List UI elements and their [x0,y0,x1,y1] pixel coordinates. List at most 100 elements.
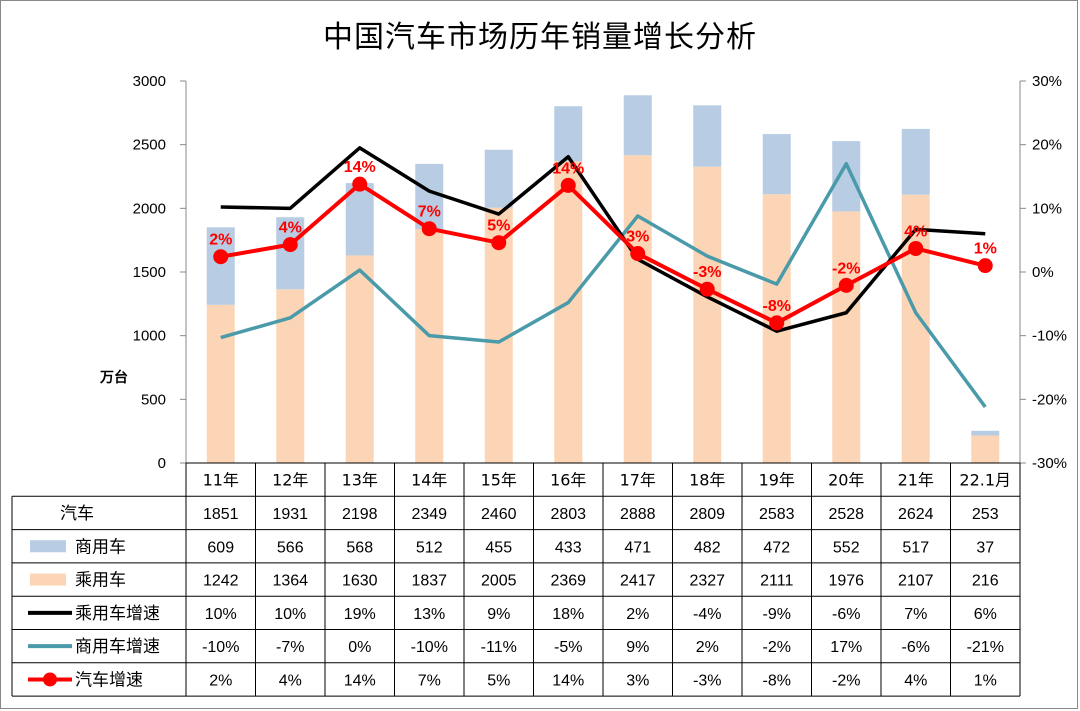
data-label-total-growth: 4% [279,220,302,237]
table-cell: 216 [972,573,999,590]
table-cell: -4% [693,606,721,623]
axes-layer: 0 500 1000 1500 2000 2500 3000 -30% -20% -10% 0% 10… [133,73,1067,472]
table-cell: -10% [411,639,448,656]
table-cell: 2369 [550,573,586,590]
table-cell: 2888 [620,506,656,523]
table-cell: 7% [904,606,927,623]
marker-total-growth [699,281,715,297]
data-label-total-growth: 4% [904,223,927,240]
marker-total-growth [491,235,507,251]
bar-commercial [415,163,444,230]
x-category-label: 17年 [620,471,656,490]
legend-key-total-growth-marker [43,672,57,687]
table-cell: 2528 [828,506,864,523]
bar-commercial [832,141,861,212]
x-category-label: 15年 [481,471,517,490]
bar-passenger [971,435,1000,463]
table-cell: 552 [833,539,860,556]
table-row-label: 汽车 [60,504,94,524]
y-tick-label: 1000 [133,328,166,345]
table-cell: 2% [696,639,719,656]
data-label-total-growth: 3% [626,229,649,246]
bar-commercial [484,149,513,208]
data-label-total-growth: -2% [832,260,860,277]
bar-commercial [623,95,652,156]
table-cell: 7% [418,672,441,689]
x-category-label: 13年 [342,471,378,490]
table-cell: 2624 [898,506,934,523]
data-label-total-growth: 2% [209,232,232,249]
y2-tick-label: 10% [1032,200,1062,217]
chart-title: 中国汽车市场历年销量增长分析 [323,20,757,55]
legend-key-commercial [30,540,66,553]
marker-total-growth [630,246,646,262]
table-cell: 2107 [898,573,934,590]
bar-passenger [623,155,652,463]
bar-passenger [206,304,235,463]
bar-passenger [693,166,722,464]
table-cell: -5% [554,639,582,656]
table-row-label: 汽车增速 [75,670,143,690]
table-cell: 2% [209,672,232,689]
y-tick-label: 1500 [133,264,166,281]
table-cell: 2111 [760,573,793,590]
y-axis-unit-label: 万台 [99,369,128,386]
table-cell: 10% [274,606,306,623]
table-cell: 517 [902,539,929,556]
bar-commercial [901,128,930,195]
table-cell: 18% [552,606,584,623]
table-cell: 471 [624,539,651,556]
bar-passenger [832,211,861,463]
table-cell: 472 [763,539,790,556]
data-label-total-growth: 5% [487,218,510,235]
marker-total-growth [977,258,993,274]
table-cell: 0% [348,639,371,656]
bar-passenger [415,229,444,463]
table-cell: -9% [763,606,791,623]
y2-tick-label: 30% [1032,73,1062,90]
marker-total-growth [352,176,368,192]
table-cell: 1931 [272,506,308,523]
table-cell: 482 [694,539,721,556]
x-category-label: 11年 [203,471,239,490]
marker-total-growth [908,240,924,256]
table-cell: 2583 [759,506,795,523]
table-cell: -6% [902,639,930,656]
table-cell: 3% [626,672,649,689]
table-cell: 2803 [550,506,586,523]
y2-tick-label: 0% [1032,264,1054,281]
y-tick-label: 3000 [133,73,166,90]
bar-commercial [276,217,305,290]
table-row-label: 商用车增速 [75,637,160,657]
table-cell: -10% [202,639,239,656]
table-cell: -2% [763,639,791,656]
table-row-label: 乘用车 [75,571,126,591]
table-cell: 6% [974,606,997,623]
bar-passenger [276,289,305,463]
x-category-label: 22.1月 [959,471,1011,490]
marker-total-growth [421,221,437,237]
y2-tick-label: -10% [1032,328,1067,345]
table-cell: 1242 [203,573,239,590]
table-cell: 433 [555,539,582,556]
data-label-total-growth: 14% [344,159,376,176]
bar-commercial [206,227,235,305]
y2-tick-label: -20% [1032,391,1067,408]
bar-commercial [554,106,583,162]
table-cell: -21% [967,639,1004,656]
table-cell: -11% [481,639,517,656]
table-cell: 455 [485,539,512,556]
line-total-growth [220,182,986,325]
bar-commercial [345,183,374,256]
table-cell: 2% [626,606,649,623]
table-cell: 1837 [411,573,447,590]
data-label-total-growth: -8% [763,298,791,315]
y-tick-label: 500 [141,391,166,408]
data-label-total-growth: 7% [418,204,441,221]
line-passenger-growth [220,146,986,333]
y-tick-label: 2000 [133,200,166,217]
data-table: 11年 12年 13年 14年 15年 16年 17年 18年 19年 20年 21年 22.1月汽车… [11,462,1021,697]
table-cell: 4% [279,672,302,689]
